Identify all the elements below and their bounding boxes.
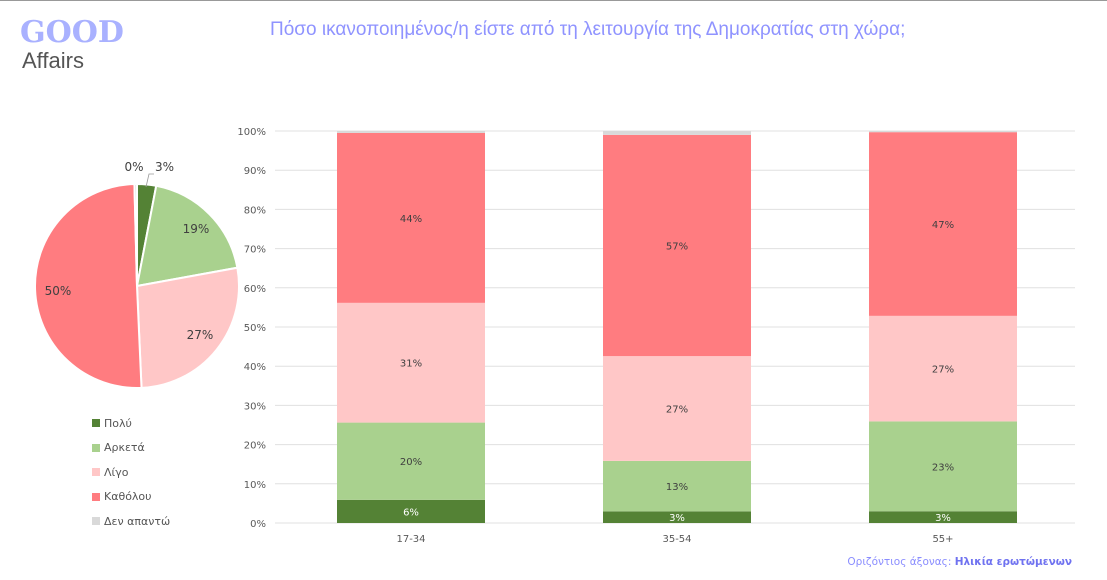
bar-data-label: 3% — [935, 513, 951, 524]
pie-chart: 3% 19% 27% 50% 0% — [33, 160, 240, 389]
pie-slice-Καθόλου — [33, 183, 143, 389]
legend-label: Αρκετά — [104, 441, 145, 455]
y-tick-label: 80% — [244, 205, 266, 216]
pie-slice-Λίγο — [135, 266, 240, 389]
bar-segment-Λίγο — [869, 315, 1017, 422]
legend-label: Λίγο — [104, 465, 129, 479]
y-tick-label: 50% — [244, 323, 266, 334]
legend-label: Πολύ — [104, 416, 132, 430]
y-tick-label: 10% — [244, 480, 266, 491]
logo: GOOD Affairs — [20, 17, 124, 73]
y-tick-label: 40% — [244, 362, 266, 373]
legend-label: Καθόλου — [104, 490, 152, 504]
bar-data-label: 13% — [666, 482, 688, 493]
bar-data-label: 47% — [932, 220, 954, 231]
bar-segment-Πολύ — [869, 511, 1017, 523]
legend-item: Καθόλου — [92, 485, 170, 510]
legend-swatch — [92, 443, 100, 452]
y-tick-label: 100% — [237, 127, 266, 138]
bar-segment-Αρκετά — [603, 460, 751, 512]
pie-label: 50% — [45, 284, 72, 298]
bar-data-label: 44% — [400, 214, 422, 225]
bar-segment-Πολύ — [603, 511, 751, 523]
bar-segment-Πολύ — [337, 499, 485, 523]
pie-label: 27% — [187, 328, 214, 342]
pie-slice-Δεν απαντώ — [133, 182, 138, 287]
pie-label: 0% — [124, 160, 143, 174]
bar-data-label: 31% — [400, 359, 422, 370]
pie-legend: Πολύ Αρκετά Λίγο Καθόλου Δεν απαντώ — [92, 411, 170, 534]
y-tick-label: 90% — [244, 166, 266, 177]
pie-label: 3% — [155, 160, 174, 174]
chart-title: Πόσο ικανοποιημένος/η είστε από τη λειτο… — [270, 19, 906, 40]
bar-segment-Καθόλου — [869, 132, 1017, 316]
legend-item: Αρκετά — [92, 436, 170, 461]
legend-swatch — [92, 468, 100, 477]
x-tick-label: 17-34 — [396, 534, 425, 545]
bar-data-label: 23% — [932, 462, 954, 473]
x-axis-caption: Οριζόντιος άξονας: Ηλικία ερωτώμενων — [847, 556, 1072, 568]
bar-segment-Δεν απαντώ — [603, 131, 751, 135]
legend-swatch — [92, 517, 100, 526]
bar-data-label: 57% — [666, 241, 688, 252]
bar-segment-Αρκετά — [337, 422, 485, 500]
y-tick-label: 20% — [244, 441, 266, 452]
bar-data-label: 27% — [666, 405, 688, 416]
bar-segment-Λίγο — [603, 356, 751, 461]
legend-swatch — [92, 419, 100, 428]
bar-data-label: 20% — [400, 457, 422, 468]
y-tick-label: 70% — [244, 245, 266, 256]
logo-affairs: Affairs — [22, 48, 84, 73]
pie-label: 19% — [183, 222, 210, 236]
bar-segment-Καθόλου — [337, 132, 485, 303]
pie-slice-Αρκετά — [135, 184, 239, 288]
y-tick-label: 30% — [244, 401, 266, 412]
y-tick-label: 0% — [250, 519, 266, 530]
bar-data-label: 6% — [403, 507, 419, 518]
pie-leader-line — [145, 173, 154, 188]
logo-good: GOOD — [20, 15, 124, 50]
legend-item: Δεν απαντώ — [92, 509, 170, 534]
legend-item: Πολύ — [92, 411, 170, 436]
bar-segment-Δεν απαντώ — [869, 131, 1017, 133]
x-tick-label: 55+ — [932, 534, 953, 545]
legend-label: Δεν απαντώ — [104, 514, 171, 528]
bar-segment-Δεν απαντώ — [337, 131, 485, 133]
bar-data-label: 27% — [932, 365, 954, 376]
caption-value: Ηλικία ερωτώμενων — [954, 556, 1072, 568]
legend-swatch — [92, 492, 100, 501]
bar-data-label: 3% — [669, 513, 685, 524]
bar-segment-Λίγο — [337, 302, 485, 423]
legend-item: Λίγο — [92, 460, 170, 485]
x-tick-label: 35-54 — [662, 534, 691, 545]
bar-segment-Καθόλου — [603, 134, 751, 357]
bar-segment-Αρκετά — [869, 421, 1017, 512]
caption-prefix: Οριζόντιος άξονας: — [847, 556, 952, 568]
y-tick-label: 60% — [244, 284, 266, 295]
stacked-bar-chart: 0% 10% 20% 30% 40% 50% 60% 70% 80% 90% 100% 6% 20% 31… — [237, 127, 1075, 545]
